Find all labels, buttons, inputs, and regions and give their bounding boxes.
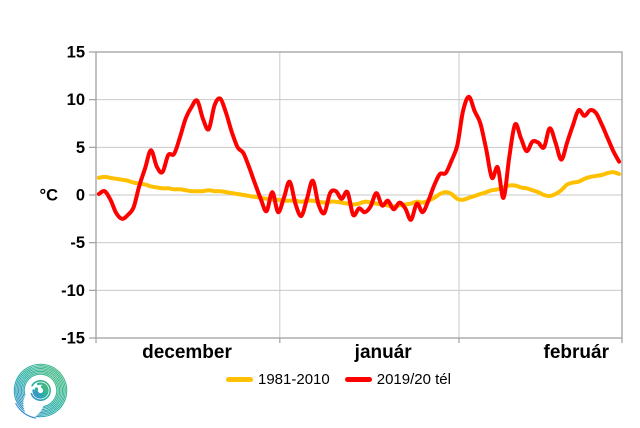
logo-spiral-arc: [18, 368, 63, 413]
logo-spiral-arc: [19, 369, 62, 412]
legend-item-winter-2019-20: 2019/20 tél: [344, 371, 451, 388]
y-tick-label: 0: [76, 187, 85, 205]
y-tick-label: 5: [76, 139, 85, 157]
met-service-spiral-logo: [13, 363, 68, 419]
series-line-1981-2010: [96, 170, 622, 209]
logo-spiral-arc: [30, 380, 51, 401]
logo-spiral-arc: [13, 363, 68, 418]
logo-spiral-arc: [20, 370, 61, 411]
legend-item-normal-period: 1981-2010: [226, 371, 330, 388]
logo-spiral-arc: [15, 403, 37, 419]
y-tick-label: -5: [70, 234, 85, 252]
logo-spiral-arc: [15, 365, 66, 416]
y-tick-label: -15: [61, 330, 85, 348]
logo-spiral-arc: [32, 382, 49, 399]
logo-spiral-arc: [23, 373, 58, 408]
legend-line-marker-red: [344, 377, 372, 382]
month-label-december: december: [142, 342, 232, 363]
celsius-unit-label: °C: [39, 187, 58, 205]
chart-legend: 1981-2010 2019/20 tél: [226, 371, 451, 388]
y-tick-label: 10: [67, 91, 85, 109]
legend-line-marker-yellow: [226, 377, 253, 382]
logo-spiral-arc: [16, 366, 65, 415]
month-label-február: február: [544, 342, 610, 363]
logo-spiral-arc: [22, 372, 59, 409]
y-tick-label: 15: [67, 44, 85, 62]
legend-label-winter-2019-20: 2019/20 tél: [376, 371, 451, 388]
plot-border: [95, 51, 623, 339]
series-line-2019-20-t-l: [96, 94, 622, 222]
logo-spiral-arc: [34, 385, 47, 397]
legend-label-normal-period: 1981-2010: [258, 371, 330, 388]
month-label-január: január: [354, 342, 413, 363]
y-tick-label: -10: [61, 282, 85, 300]
